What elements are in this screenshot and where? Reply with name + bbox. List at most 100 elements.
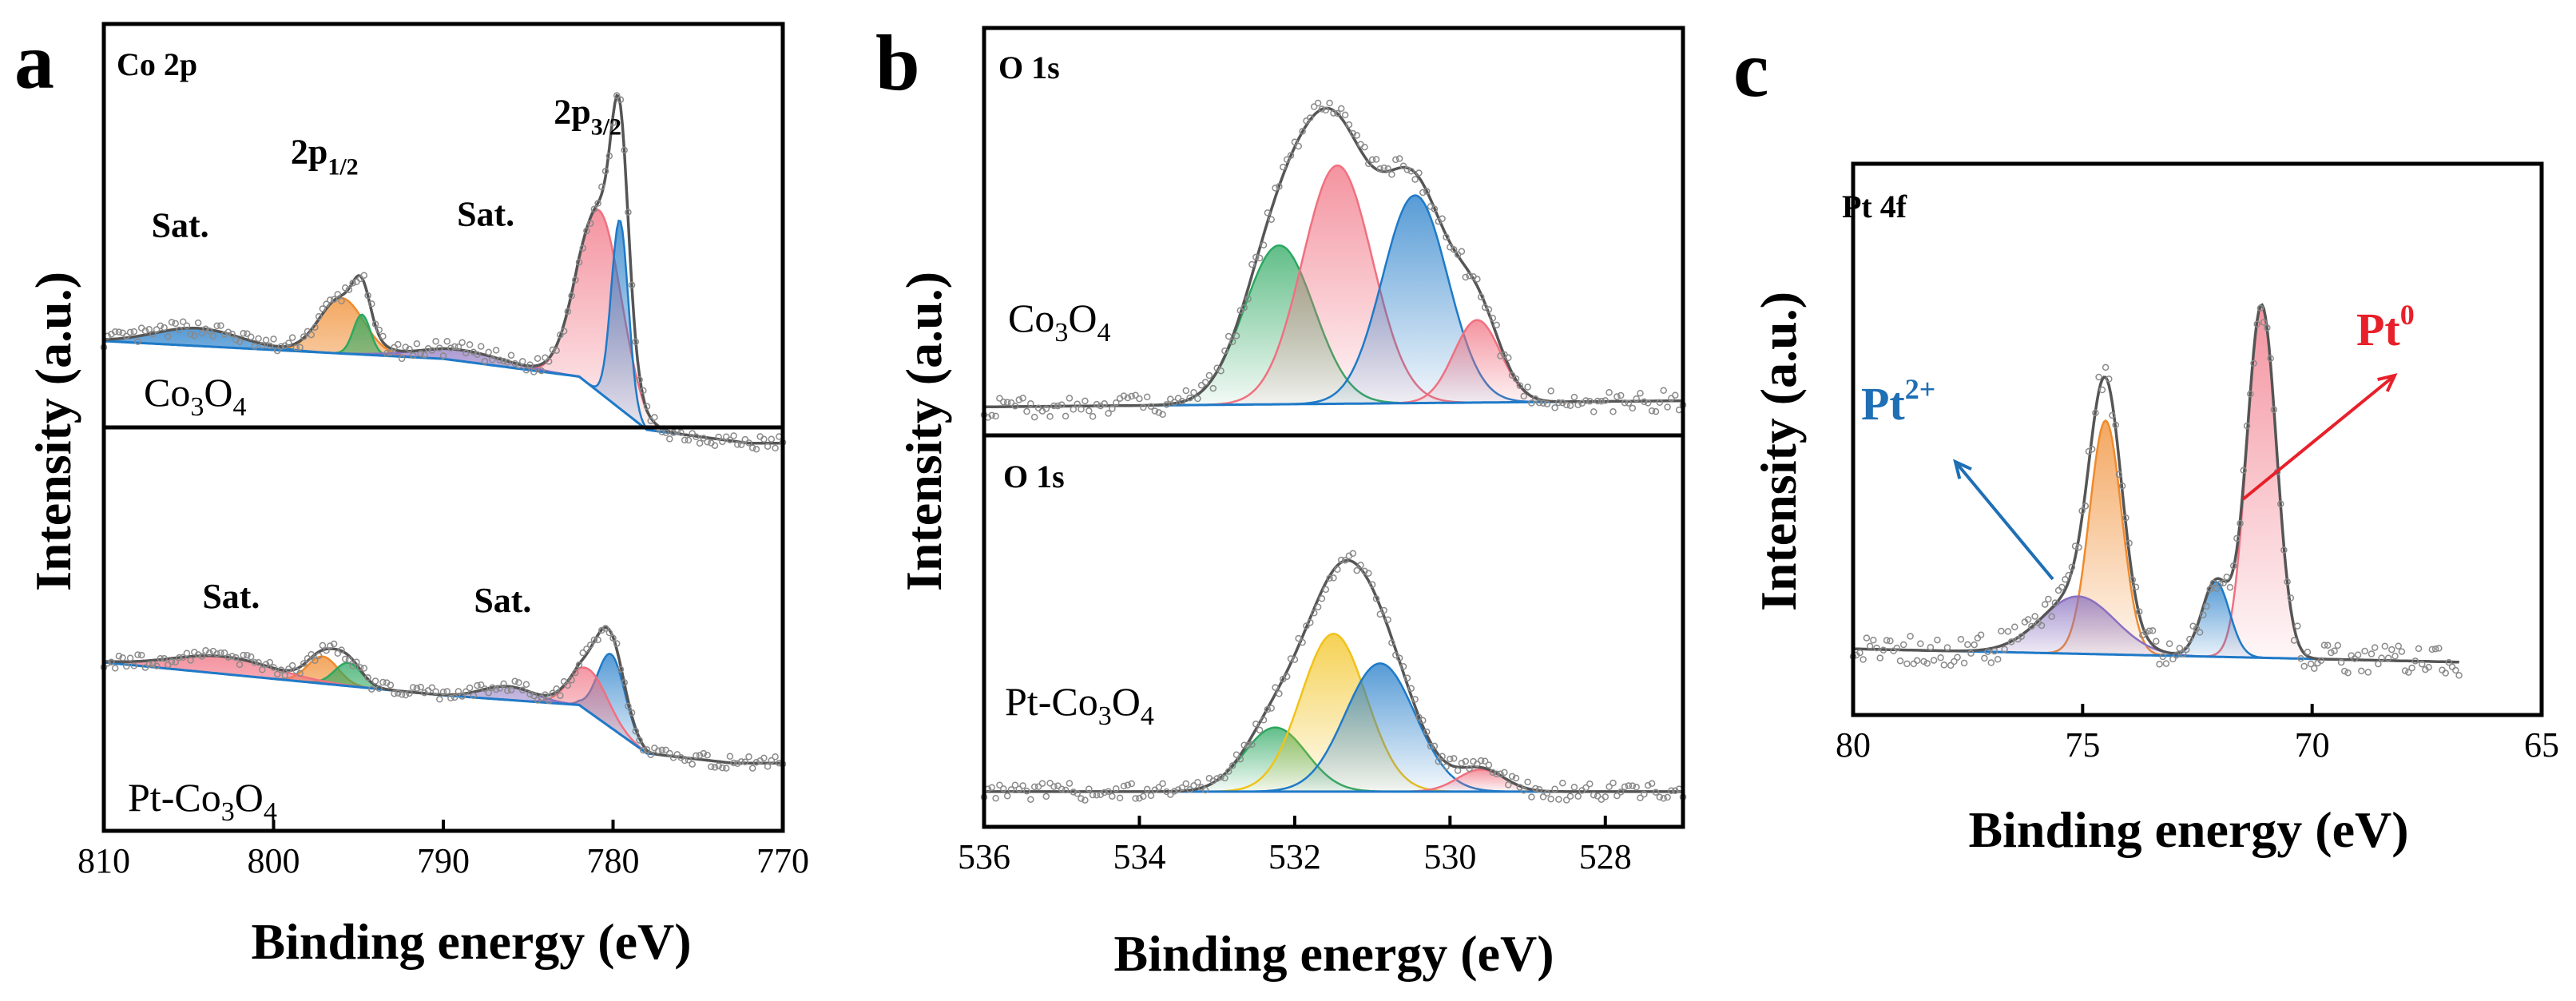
data-point <box>2098 386 2106 394</box>
data-point <box>2048 613 2055 621</box>
data-point <box>2250 359 2257 367</box>
data-point <box>647 751 654 758</box>
data-point <box>2418 660 2426 668</box>
data-point <box>748 765 756 772</box>
data-point <box>1395 654 1403 661</box>
data-point <box>511 359 518 367</box>
data-point <box>609 634 617 642</box>
data-point <box>1291 656 1299 663</box>
data-point <box>2065 572 2072 579</box>
pt2-label: Pt2+ <box>1861 373 1935 430</box>
data-point <box>1625 399 1633 407</box>
data-point <box>1637 794 1644 801</box>
data-point <box>1954 653 1961 661</box>
data-point <box>496 685 504 692</box>
data-point <box>413 685 421 692</box>
data-point <box>1163 401 1170 408</box>
data-point <box>443 688 451 695</box>
data-point <box>356 275 364 283</box>
data-point <box>383 349 391 357</box>
data-point <box>485 348 492 356</box>
data-point <box>1174 395 1182 402</box>
data-point <box>1376 610 1384 618</box>
data-point <box>1508 773 1516 781</box>
data-point <box>768 757 776 765</box>
data-point <box>1967 649 1975 657</box>
data-point <box>1532 785 1539 792</box>
data-point <box>2109 411 2116 419</box>
data-point <box>240 330 247 337</box>
data-point <box>285 340 292 347</box>
data-point <box>145 326 153 333</box>
data-point <box>1190 389 1197 396</box>
data-point <box>737 441 745 448</box>
data-point <box>300 660 308 667</box>
data-point <box>2186 635 2193 643</box>
data-point <box>628 709 636 717</box>
data-point <box>179 318 187 326</box>
data-point <box>1927 644 1935 651</box>
data-point <box>1136 794 1143 802</box>
component-fill <box>104 653 783 764</box>
data-point <box>693 433 700 440</box>
data-point <box>598 183 605 191</box>
data-point <box>244 651 251 659</box>
data-point <box>1407 168 1415 175</box>
data-point <box>1101 400 1108 407</box>
data-point <box>741 435 749 443</box>
data-point <box>2206 586 2213 593</box>
data-point <box>1078 406 1085 413</box>
data-point <box>1159 780 1166 788</box>
data-point <box>1407 685 1415 692</box>
data-point <box>1042 405 1050 412</box>
data-point <box>1082 397 1089 405</box>
panel-tag-o1s-top: O 1s <box>998 50 1060 85</box>
data-point <box>1295 142 1302 150</box>
data-point <box>1566 792 1574 800</box>
x-tick-label: 65 <box>2524 725 2559 765</box>
data-point <box>1120 392 1128 399</box>
data-point <box>194 651 202 658</box>
data-point <box>375 685 383 693</box>
data-point <box>1505 354 1512 362</box>
data-point <box>2428 645 2436 653</box>
data-point <box>996 395 1003 402</box>
data-point <box>708 763 715 770</box>
data-point <box>1357 562 1364 569</box>
data-point <box>304 328 312 336</box>
data-point <box>1299 128 1306 135</box>
data-point <box>454 343 462 351</box>
x-tick-label: 780 <box>587 841 640 880</box>
data-point <box>681 757 689 765</box>
data-point <box>1415 169 1423 177</box>
data-point <box>492 685 500 693</box>
data-point <box>130 662 138 669</box>
data-point <box>1086 785 1093 792</box>
data-point <box>1283 156 1291 163</box>
data-point <box>2041 601 2049 608</box>
data-point <box>2095 373 2102 381</box>
data-point <box>228 653 236 660</box>
data-point <box>228 330 236 338</box>
data-point <box>2375 660 2382 668</box>
panel-a_bottom <box>100 425 787 833</box>
data-point <box>1582 784 1590 792</box>
data-point <box>1046 413 1054 420</box>
data-point <box>1143 393 1151 401</box>
data-point <box>1318 595 1326 602</box>
data-point <box>2354 651 2362 658</box>
envelope-curve <box>1853 303 2459 664</box>
data-point <box>2132 583 2140 591</box>
data-point <box>1167 791 1174 798</box>
data-point <box>579 244 586 252</box>
data-point <box>636 737 643 744</box>
component-peak <box>103 661 783 765</box>
data-point <box>549 689 557 697</box>
data-point <box>409 684 417 691</box>
data-point <box>1221 774 1228 782</box>
data-point <box>1964 641 1971 649</box>
data-point <box>1644 399 1652 407</box>
data-point <box>1866 642 1874 650</box>
data-point <box>462 688 470 696</box>
data-point <box>1147 792 1155 800</box>
